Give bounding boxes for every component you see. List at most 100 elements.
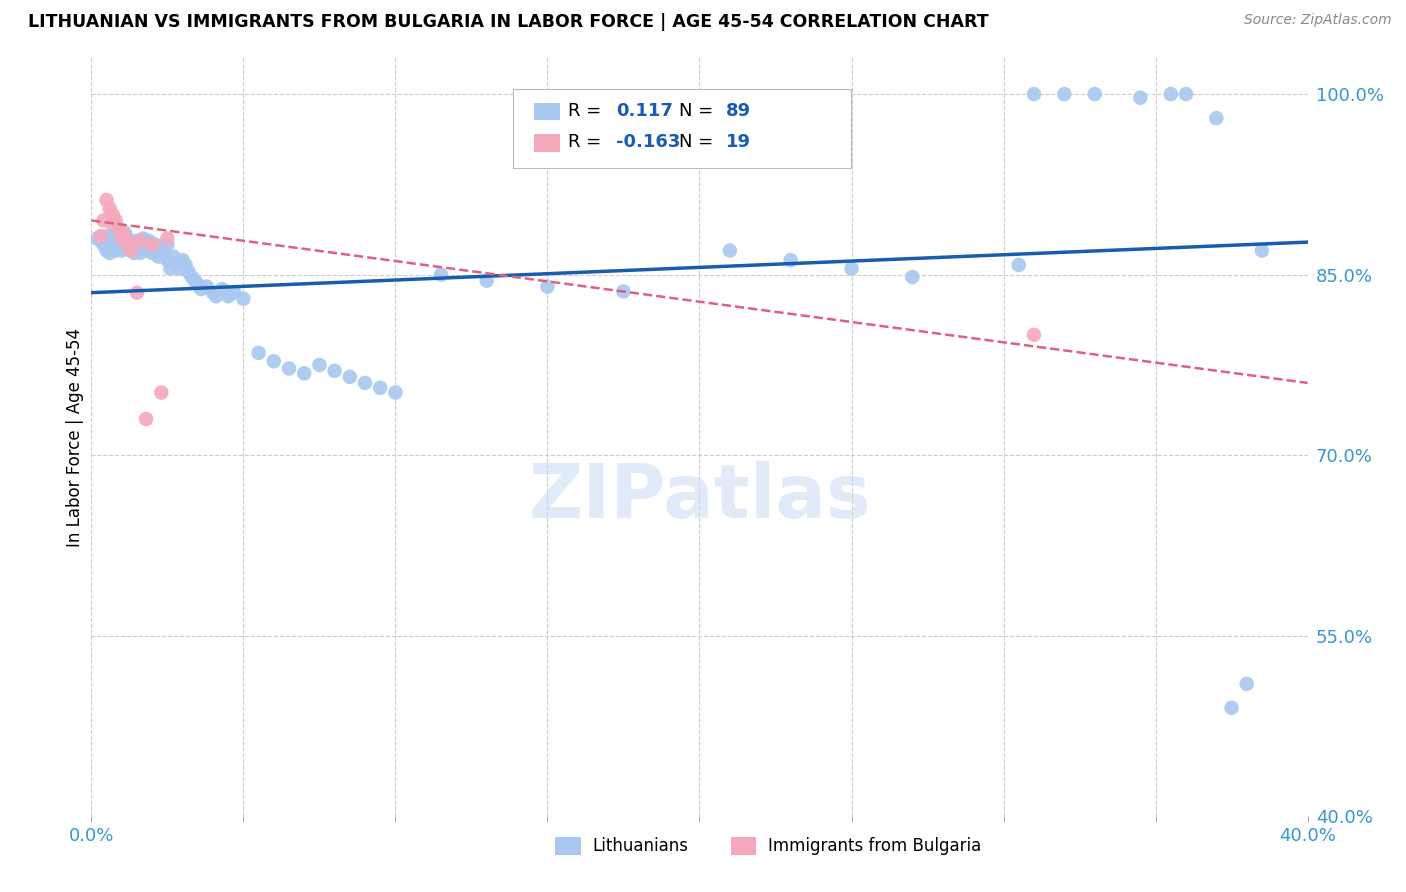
Point	[101, 207, 124, 221]
Point	[901, 270, 924, 285]
Point	[292, 366, 315, 380]
Point	[153, 250, 176, 264]
Point	[132, 231, 155, 245]
Point	[1220, 701, 1243, 715]
Point	[125, 234, 148, 248]
Point	[187, 277, 209, 292]
Point	[117, 237, 139, 252]
Point	[1084, 87, 1107, 101]
Text: Source: ZipAtlas.com: Source: ZipAtlas.com	[1244, 13, 1392, 28]
Point	[1129, 91, 1152, 105]
Text: 0.117: 0.117	[616, 102, 672, 120]
Text: N =: N =	[679, 102, 713, 120]
Point	[104, 244, 127, 258]
Point	[177, 265, 200, 279]
Point	[96, 244, 118, 258]
Point	[308, 358, 330, 372]
Text: Immigrants from Bulgaria: Immigrants from Bulgaria	[768, 837, 981, 855]
Text: -0.163: -0.163	[616, 133, 681, 151]
Point	[135, 412, 157, 426]
Point	[162, 250, 184, 264]
Point	[138, 234, 160, 248]
Point	[107, 226, 129, 240]
Point	[93, 213, 115, 227]
Point	[101, 231, 124, 245]
Text: Lithuanians: Lithuanians	[592, 837, 688, 855]
Point	[111, 244, 134, 258]
Point	[148, 250, 170, 264]
Point	[122, 246, 145, 260]
Point	[232, 292, 254, 306]
Point	[779, 253, 801, 268]
Point	[107, 222, 129, 236]
Point	[120, 241, 142, 255]
Point	[117, 237, 139, 252]
Point	[159, 261, 181, 276]
Point	[1053, 87, 1076, 101]
Point	[195, 279, 218, 293]
Point	[475, 274, 498, 288]
Point	[101, 217, 124, 231]
Point	[1205, 111, 1227, 125]
Point	[323, 364, 346, 378]
Point	[205, 289, 228, 303]
Point	[156, 237, 179, 252]
Point	[150, 385, 173, 400]
Point	[217, 289, 239, 303]
Point	[1251, 244, 1274, 258]
Point	[156, 231, 179, 245]
Point	[148, 244, 170, 258]
Text: R =: R =	[568, 102, 602, 120]
Point	[111, 237, 134, 252]
Point	[141, 246, 163, 260]
Point	[384, 385, 406, 400]
Point	[1160, 87, 1182, 101]
Point	[120, 234, 142, 248]
Point	[114, 226, 136, 240]
Point	[172, 253, 194, 268]
Point	[129, 237, 152, 252]
Point	[536, 279, 558, 293]
Point	[841, 261, 863, 276]
Point	[180, 270, 202, 285]
Point	[96, 193, 118, 207]
Point	[278, 361, 301, 376]
Point	[184, 274, 207, 288]
Point	[718, 244, 741, 258]
Point	[1008, 258, 1031, 272]
Point	[117, 231, 139, 245]
Point	[354, 376, 377, 390]
Point	[129, 234, 152, 248]
Text: ZIPatlas: ZIPatlas	[529, 461, 870, 534]
Point	[89, 234, 111, 248]
Point	[368, 381, 391, 395]
Point	[166, 255, 188, 269]
Point	[101, 237, 124, 252]
Point	[156, 253, 179, 268]
Point	[263, 354, 285, 368]
Point	[114, 229, 136, 244]
Text: LITHUANIAN VS IMMIGRANTS FROM BULGARIA IN LABOR FORCE | AGE 45-54 CORRELATION CH: LITHUANIAN VS IMMIGRANTS FROM BULGARIA I…	[28, 13, 988, 31]
Point	[224, 285, 246, 300]
Point	[430, 268, 453, 282]
Point	[120, 244, 142, 258]
Point	[143, 237, 166, 252]
Text: R =: R =	[568, 133, 602, 151]
Point	[169, 261, 191, 276]
Point	[107, 241, 129, 255]
Point	[89, 229, 111, 244]
Point	[114, 234, 136, 248]
Point	[104, 227, 127, 242]
Point	[1022, 87, 1045, 101]
Point	[111, 231, 134, 245]
Point	[125, 241, 148, 255]
Point	[98, 236, 121, 251]
Point	[98, 202, 121, 216]
Point	[339, 370, 361, 384]
Point	[98, 246, 121, 260]
Point	[129, 246, 152, 260]
Point	[141, 237, 163, 252]
Text: 19: 19	[725, 133, 751, 151]
Point	[138, 241, 160, 255]
Point	[135, 244, 157, 258]
